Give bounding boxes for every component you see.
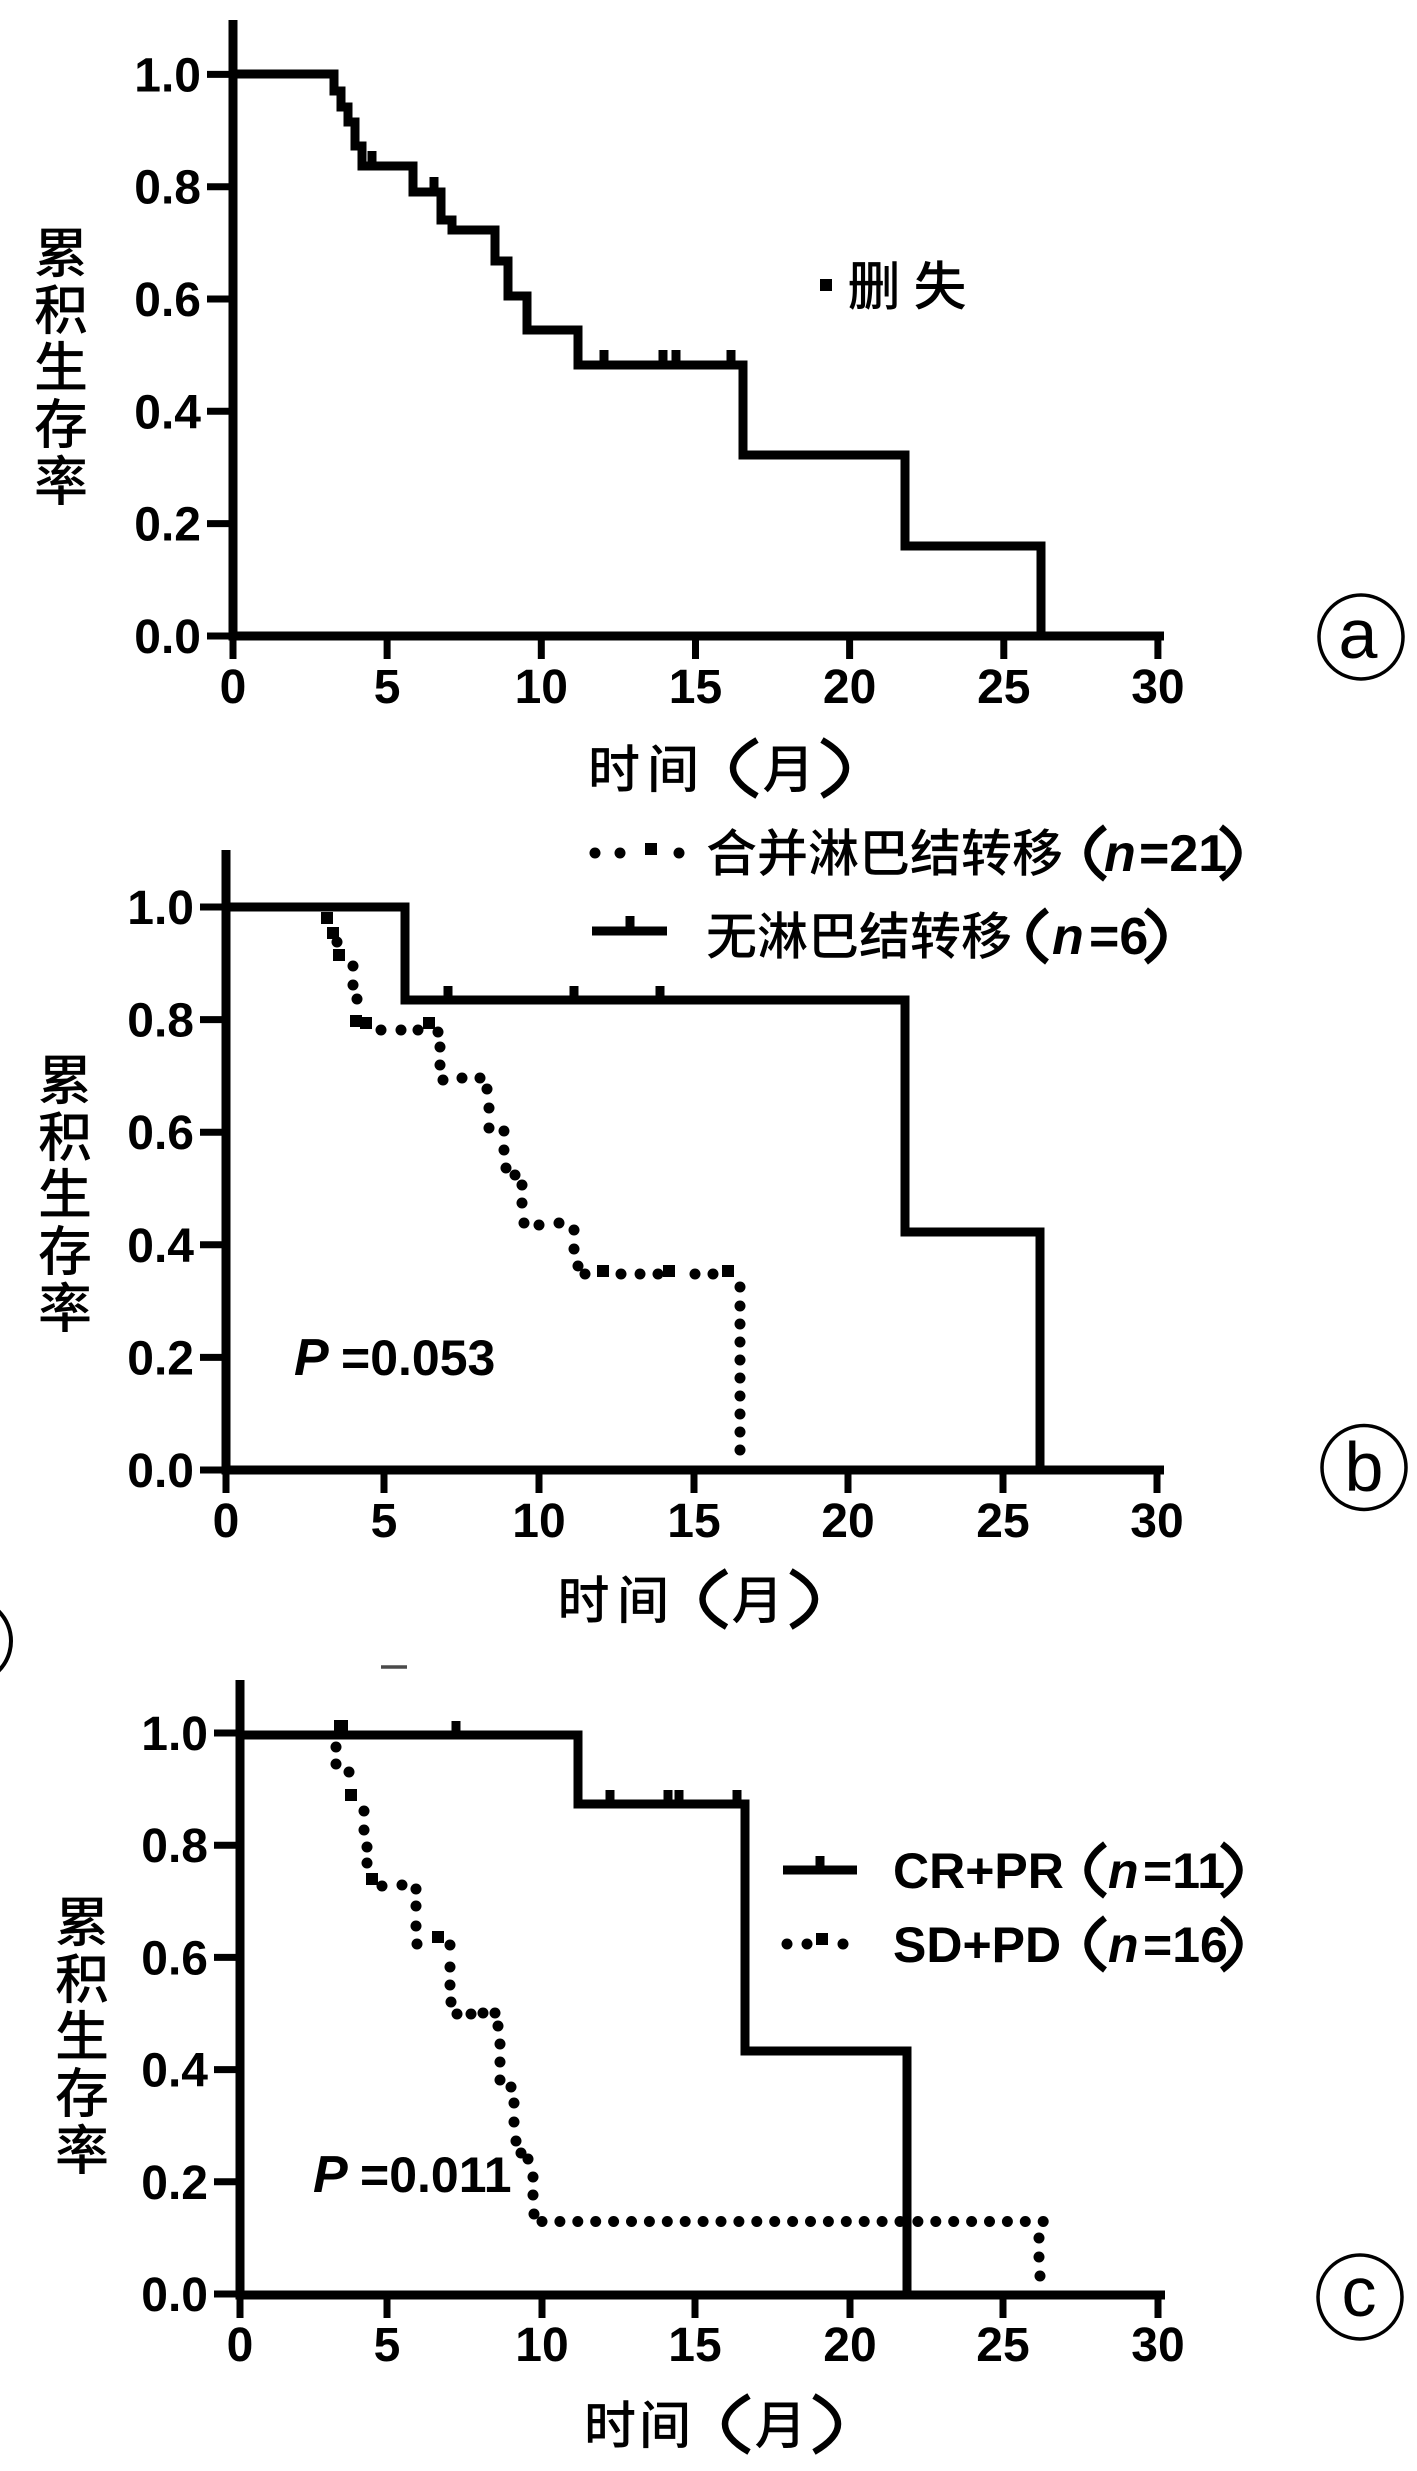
svg-text:30: 30 [1131, 2319, 1184, 2372]
svg-text:P: P [313, 2146, 348, 2204]
svg-text:1.0: 1.0 [127, 882, 194, 935]
svg-text:0: 0 [227, 2319, 254, 2372]
svg-text:=0.053: =0.053 [341, 1330, 495, 1386]
svg-text:10: 10 [512, 1495, 565, 1548]
svg-text:P: P [294, 1329, 329, 1387]
svg-text:0.6: 0.6 [141, 1932, 208, 1985]
svg-text:1.0: 1.0 [141, 1708, 208, 1761]
svg-text:0.6: 0.6 [127, 1107, 194, 1160]
svg-text:=0.011: =0.011 [360, 2147, 512, 2203]
svg-text:0.6: 0.6 [134, 274, 201, 327]
svg-text:0.0: 0.0 [141, 2269, 208, 2322]
svg-text:15: 15 [668, 2319, 721, 2372]
svg-text:c: c [1342, 2253, 1377, 2331]
svg-text:25: 25 [977, 661, 1030, 714]
svg-text:0.2: 0.2 [127, 1332, 194, 1385]
svg-text:SD+PD: SD+PD [893, 1917, 1061, 1973]
svg-text:30: 30 [1130, 1495, 1183, 1548]
svg-text:0.2: 0.2 [134, 499, 201, 552]
svg-text:25: 25 [976, 1495, 1029, 1548]
svg-text:10: 10 [515, 2319, 568, 2372]
svg-text:0.4: 0.4 [134, 386, 201, 439]
svg-text:0.8: 0.8 [134, 162, 201, 215]
svg-text:30: 30 [1131, 661, 1184, 714]
svg-text:CR+PR: CR+PR [893, 1843, 1064, 1899]
svg-text:0.8: 0.8 [127, 995, 194, 1048]
svg-text:=6: =6 [1089, 908, 1148, 966]
svg-text:5: 5 [371, 1495, 398, 1548]
svg-text:5: 5 [374, 661, 401, 714]
svg-text:20: 20 [823, 2319, 876, 2372]
svg-text:b: b [1345, 1428, 1384, 1506]
svg-text:5: 5 [374, 2319, 401, 2372]
svg-text:20: 20 [821, 1495, 874, 1548]
svg-text:0.2: 0.2 [141, 2157, 208, 2210]
svg-text:25: 25 [976, 2319, 1029, 2372]
svg-text:15: 15 [669, 661, 722, 714]
svg-text:0: 0 [213, 1495, 240, 1548]
svg-text:=11: =11 [1143, 1843, 1225, 1899]
svg-text:10: 10 [515, 661, 568, 714]
svg-text:0: 0 [220, 661, 247, 714]
svg-text:0.8: 0.8 [141, 1820, 208, 1873]
svg-text:=16: =16 [1143, 1917, 1228, 1973]
svg-text:0.4: 0.4 [141, 2045, 208, 2098]
svg-text:n: n [1104, 825, 1136, 883]
svg-text:=21: =21 [1139, 825, 1227, 883]
svg-text:n: n [1108, 1843, 1139, 1899]
svg-text:a: a [1339, 595, 1378, 673]
svg-text:1.0: 1.0 [134, 49, 201, 102]
svg-text:0.4: 0.4 [127, 1220, 194, 1273]
svg-text:20: 20 [823, 661, 876, 714]
svg-text:n: n [1108, 1917, 1139, 1973]
svg-text:0.0: 0.0 [134, 611, 201, 664]
svg-text:15: 15 [667, 1495, 720, 1548]
svg-text:n: n [1052, 908, 1084, 966]
svg-text:0.0: 0.0 [127, 1445, 194, 1498]
